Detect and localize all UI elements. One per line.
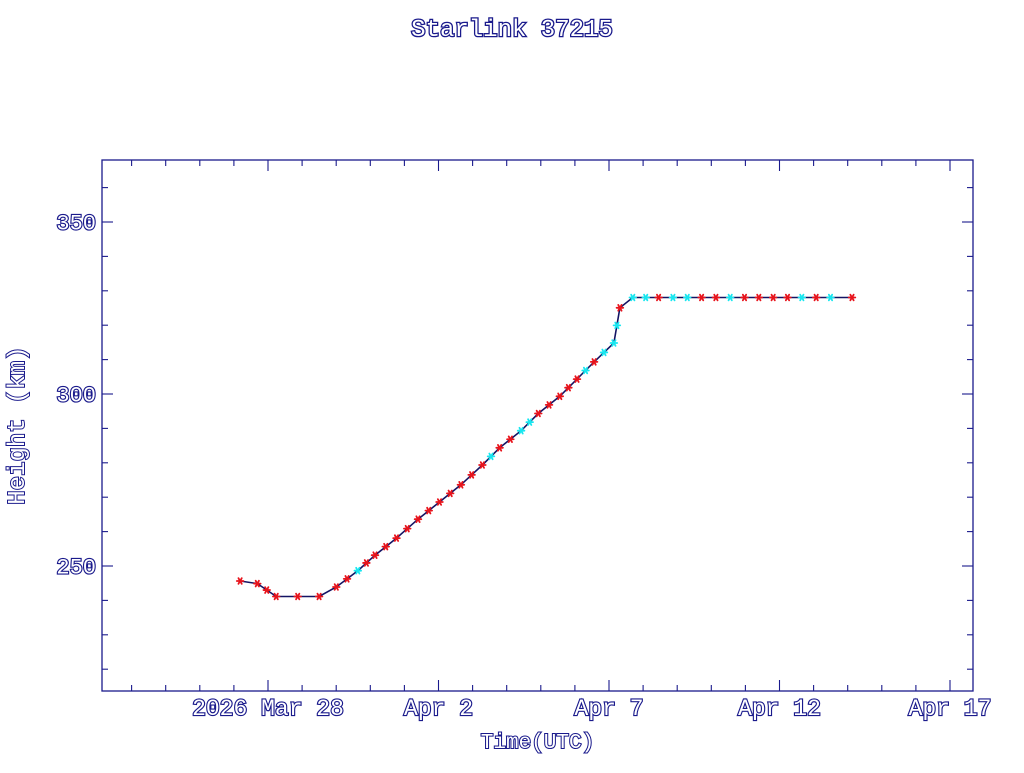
- svg-text:Height (km): Height (km): [5, 346, 32, 504]
- svg-text:350: 350: [56, 212, 96, 237]
- svg-text:Apr 2: Apr 2: [404, 696, 473, 722]
- svg-text:Starlink 37215: Starlink 37215: [411, 17, 613, 44]
- svg-text:2026 Mar 28: 2026 Mar 28: [192, 696, 344, 722]
- svg-text:Apr 12: Apr 12: [738, 696, 821, 722]
- svg-text:Time(UTC): Time(UTC): [481, 732, 594, 755]
- svg-text:300: 300: [56, 384, 96, 409]
- svg-text:Apr 7: Apr 7: [574, 696, 643, 722]
- svg-text:250: 250: [56, 556, 96, 581]
- svg-text:Apr 17: Apr 17: [909, 696, 992, 722]
